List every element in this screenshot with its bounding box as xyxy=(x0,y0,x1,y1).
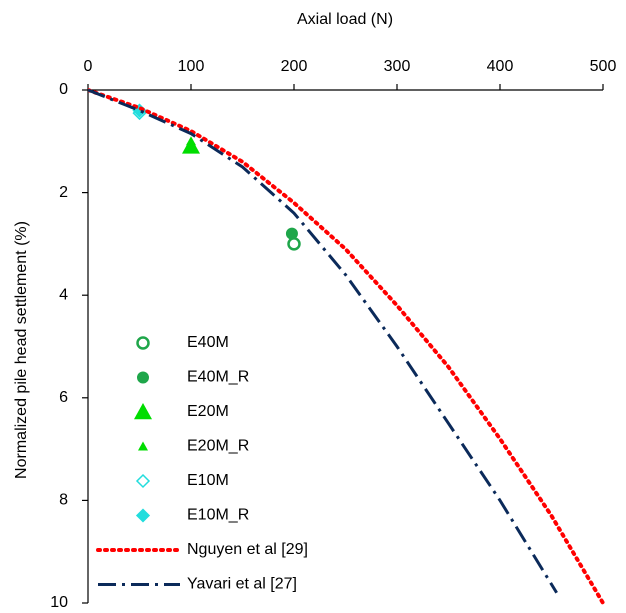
y-tick-label: 6 xyxy=(59,389,68,406)
marker xyxy=(138,441,148,451)
x-tick-label: 0 xyxy=(84,58,93,75)
y-tick-label: 8 xyxy=(59,492,68,509)
legend-label: E20M_R xyxy=(187,438,249,455)
legend-label: E10M_R xyxy=(187,507,249,524)
legend-label: E10M xyxy=(187,472,229,489)
marker xyxy=(136,336,150,350)
y-axis-label: Normalized pile head settlement (%) xyxy=(13,221,30,479)
x-tick-label: 100 xyxy=(178,58,205,75)
marker xyxy=(134,403,152,420)
y-tick-label: 10 xyxy=(50,594,68,611)
legend-label: E20M xyxy=(187,403,229,420)
x-tick-label: 400 xyxy=(487,58,514,75)
marker xyxy=(182,137,200,154)
legend-label: E40M xyxy=(187,334,229,351)
y-tick-label: 2 xyxy=(59,184,68,201)
y-tick-label: 4 xyxy=(59,286,68,303)
marker xyxy=(135,508,151,523)
y-tick-label: 0 xyxy=(59,81,68,98)
legend-label: E40M_R xyxy=(187,369,249,386)
legend-label: Yavari et al [27] xyxy=(187,576,297,593)
marker xyxy=(186,136,196,146)
x-tick-label: 200 xyxy=(281,58,308,75)
marker xyxy=(285,227,298,240)
x-axis-label: Axial load (N) xyxy=(297,11,393,28)
marker xyxy=(287,237,301,251)
series-line xyxy=(88,88,605,605)
legend-label: Nguyen et al [29] xyxy=(187,541,308,558)
marker xyxy=(135,473,151,489)
x-tick-label: 300 xyxy=(384,58,411,75)
marker xyxy=(137,371,149,384)
series-line xyxy=(88,88,558,594)
x-tick-label: 500 xyxy=(590,58,617,75)
